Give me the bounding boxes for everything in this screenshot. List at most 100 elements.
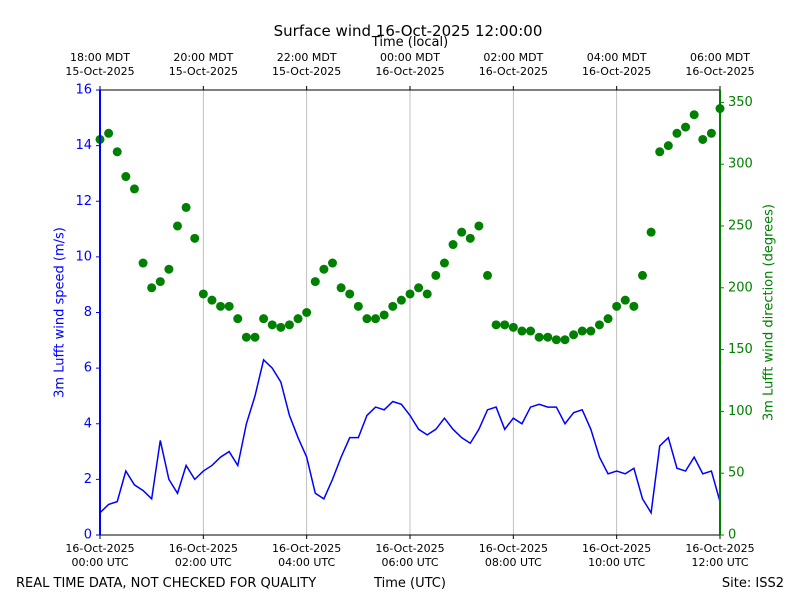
direction-point — [396, 295, 406, 305]
y2-tick-label: 50 — [728, 466, 745, 481]
direction-point — [164, 264, 174, 274]
top-x-tick-label: 06:00 MDT 16-Oct-2025 — [685, 51, 755, 78]
direction-point — [121, 172, 131, 182]
direction-point — [328, 258, 337, 268]
direction-point — [543, 332, 553, 342]
direction-point — [207, 295, 217, 305]
direction-point — [379, 310, 389, 320]
direction-point — [310, 277, 320, 287]
direction-point — [155, 277, 165, 287]
direction-point — [465, 233, 475, 243]
y2-tick-label: 200 — [728, 280, 753, 295]
top-x-tick-label: 04:00 MDT 16-Oct-2025 — [582, 51, 652, 78]
direction-point — [681, 122, 691, 132]
direction-point — [431, 270, 441, 280]
direction-point — [284, 320, 294, 330]
y2-tick-label: 150 — [728, 342, 753, 357]
direction-point — [414, 283, 424, 293]
direction-point — [319, 264, 329, 274]
direction-point — [474, 221, 484, 231]
site-label: Site: ISS2 — [721, 576, 784, 591]
direction-point — [560, 335, 570, 345]
speed-line — [99, 358, 721, 515]
direction-point — [259, 314, 269, 324]
direction-point — [293, 314, 303, 324]
y-tick-label: 6 — [84, 361, 92, 376]
y2-tick-label: 350 — [728, 95, 753, 110]
y2-axis-label: 3m Lufft wind direction (degrees) — [762, 204, 777, 421]
direction-point — [672, 128, 682, 138]
direction-point — [129, 184, 139, 194]
direction-point — [620, 295, 630, 305]
y2-tick-label: 300 — [728, 157, 753, 172]
direction-point — [362, 314, 372, 324]
top-x-tick-label: 22:00 MDT 15-Oct-2025 — [272, 51, 342, 78]
y-tick-label: 0 — [84, 528, 92, 543]
y2-tick-label: 250 — [728, 218, 753, 233]
direction-point — [405, 289, 415, 299]
x-tick-label: 16-Oct-2025 12:00 UTC — [685, 542, 755, 569]
direction-point — [371, 314, 381, 324]
direction-point — [267, 320, 277, 330]
direction-point — [500, 320, 510, 330]
direction-point — [345, 289, 355, 299]
x-tick-label: 16-Oct-2025 10:00 UTC — [582, 542, 652, 569]
direction-point — [534, 332, 544, 342]
direction-point — [638, 270, 647, 280]
x-tick-label: 16-Oct-2025 02:00 UTC — [168, 542, 238, 569]
x-axis-label: Time (UTC) — [374, 576, 446, 591]
direction-point — [104, 128, 114, 138]
y2-tick-label: 100 — [728, 404, 753, 419]
direction-point — [594, 320, 604, 330]
direction-point — [491, 320, 501, 330]
direction-point — [138, 258, 148, 268]
x-tick-label: 16-Oct-2025 06:00 UTC — [375, 542, 445, 569]
direction-point — [147, 283, 157, 293]
direction-point — [112, 147, 122, 157]
x-tick-label: 16-Oct-2025 04:00 UTC — [272, 542, 342, 569]
direction-point — [276, 322, 286, 332]
top-x-axis-label: Time (local) — [371, 35, 449, 50]
y-tick-label: 12 — [75, 194, 92, 209]
y-tick-label: 16 — [75, 83, 92, 98]
direction-point — [181, 202, 191, 212]
direction-point — [233, 314, 243, 324]
direction-point — [629, 301, 639, 311]
y2-tick-label: 0 — [728, 528, 736, 543]
direction-point — [706, 128, 716, 138]
direction-point — [526, 326, 536, 336]
direction-point — [216, 301, 226, 311]
direction-point — [241, 332, 251, 342]
direction-point — [302, 308, 312, 317]
direction-point — [190, 233, 200, 243]
top-x-tick-label: 00:00 MDT 16-Oct-2025 — [375, 51, 445, 78]
direction-point — [388, 301, 398, 311]
direction-point — [612, 301, 622, 311]
direction-point — [586, 326, 596, 336]
direction-point — [698, 134, 708, 144]
y-tick-label: 14 — [75, 138, 92, 153]
direction-point — [198, 289, 208, 299]
direction-point — [689, 110, 699, 120]
x-tick-label: 16-Oct-2025 08:00 UTC — [478, 542, 548, 569]
direction-point — [508, 322, 518, 332]
y-tick-label: 4 — [84, 416, 92, 431]
y-tick-label: 2 — [84, 472, 92, 487]
chart-title: Surface wind 16-Oct-2025 12:00:00 — [273, 22, 543, 40]
direction-point — [577, 326, 587, 336]
top-x-tick-label: 02:00 MDT 16-Oct-2025 — [478, 51, 548, 78]
y-axis-label: 3m Lufft wind speed (m/s) — [53, 227, 68, 398]
y-tick-label: 10 — [75, 249, 92, 264]
direction-point — [439, 258, 449, 268]
direction-point — [250, 332, 260, 342]
direction-point — [646, 227, 656, 237]
direction-point — [603, 314, 613, 324]
direction-point — [173, 221, 182, 231]
top-x-tick-label: 20:00 MDT 15-Oct-2025 — [168, 51, 238, 78]
direction-point — [353, 301, 363, 311]
direction-point — [655, 147, 665, 157]
direction-point — [663, 141, 673, 151]
x-tick-label: 16-Oct-2025 00:00 UTC — [65, 542, 135, 569]
